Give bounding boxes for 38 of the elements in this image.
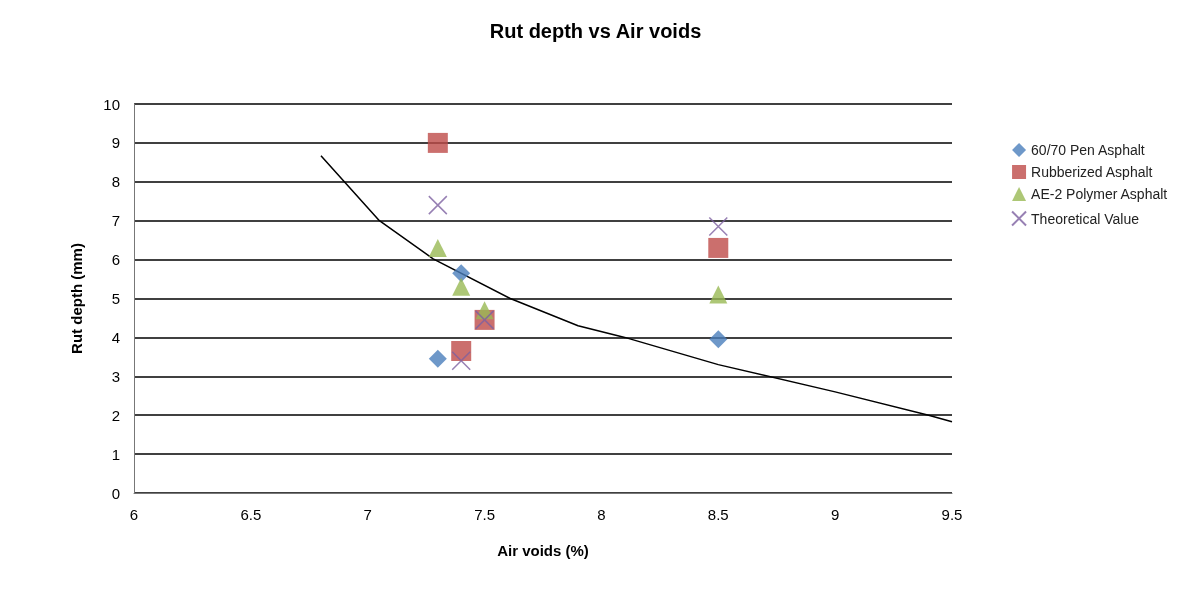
point	[709, 330, 728, 349]
y-tick-label: 7	[111, 212, 120, 230]
chart-title: Rut depth vs Air voids	[489, 20, 702, 42]
point	[708, 237, 729, 258]
y-tick-label: 0	[111, 484, 120, 502]
point	[452, 277, 471, 296]
y-axis-title: Rut depth (mm)	[68, 243, 85, 354]
x-axis-title: Air voids (%)	[497, 542, 589, 559]
x-tick-label: 8.5	[707, 506, 729, 523]
y-tick-label: 3	[111, 367, 120, 385]
point	[427, 132, 448, 153]
y-tick-label: 8	[111, 173, 120, 191]
y-tick-label: 2	[111, 406, 120, 424]
point	[428, 195, 448, 215]
point	[452, 264, 471, 283]
x-tick-label: 7	[363, 506, 372, 523]
point	[708, 216, 729, 237]
point	[451, 341, 472, 362]
point	[428, 349, 447, 368]
x-tick-label: 9.5	[941, 506, 963, 523]
y-tick-label: 9	[111, 134, 120, 152]
y-tick-label: 6	[111, 251, 120, 269]
x-tick-label: 6.5	[240, 506, 262, 523]
y-tick-label: 10	[103, 95, 120, 113]
x-tick-label: 6	[129, 506, 139, 523]
legend-label: 60/70 Pen Asphalt	[1031, 142, 1145, 158]
y-tick-label: 1	[111, 445, 120, 463]
x-tick-label: 8	[597, 506, 606, 523]
legend-label: AE-2 Polymer Asphalt	[1031, 186, 1168, 202]
y-tick-label: 5	[111, 290, 120, 307]
point	[428, 238, 447, 257]
x-tick-label: 7.5	[474, 506, 495, 523]
legend-label: Theoretical Value	[1031, 210, 1140, 227]
x-tick-label: 9	[830, 506, 840, 523]
y-tick-label: 4	[111, 328, 120, 346]
point	[709, 285, 728, 304]
legend-label: Rubberized Asphalt	[1031, 164, 1153, 180]
point	[451, 350, 471, 371]
